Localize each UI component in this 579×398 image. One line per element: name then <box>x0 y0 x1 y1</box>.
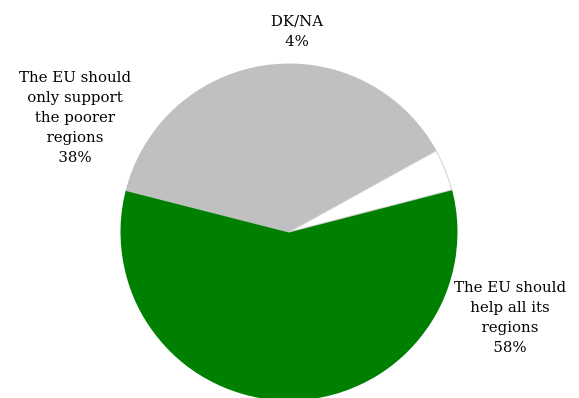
pie-slice-dk-na <box>288 150 453 233</box>
pie-slices <box>120 63 458 398</box>
slice-label-line: regions <box>482 318 539 336</box>
slice-label-line: only support <box>27 88 123 106</box>
pie-labels: The EU should help all its regions 58%The E… <box>19 12 567 356</box>
slice-label-line: The EU should <box>19 68 132 86</box>
slice-label-line: help all its <box>470 298 550 316</box>
slice-value-label: 38% <box>58 148 91 166</box>
pie-slice-help-all-regions <box>120 189 458 398</box>
slice-label-line: The EU should <box>454 278 567 296</box>
slice-label-line: the poorer <box>35 108 116 126</box>
slice-label-line: regions <box>47 128 104 146</box>
slice-label-support-poorer-regions: The EU should only support the poorer regio… <box>19 68 132 166</box>
pie-slice-support-poorer-regions <box>125 63 437 233</box>
slice-value-label: 4% <box>285 32 309 50</box>
slice-label-help-all-regions: The EU should help all its regions 58% <box>454 278 567 356</box>
slice-label-dk-na: DK/NA 4% <box>271 12 323 50</box>
slice-value-label: 58% <box>493 338 526 356</box>
slice-label-line: DK/NA <box>271 12 323 30</box>
